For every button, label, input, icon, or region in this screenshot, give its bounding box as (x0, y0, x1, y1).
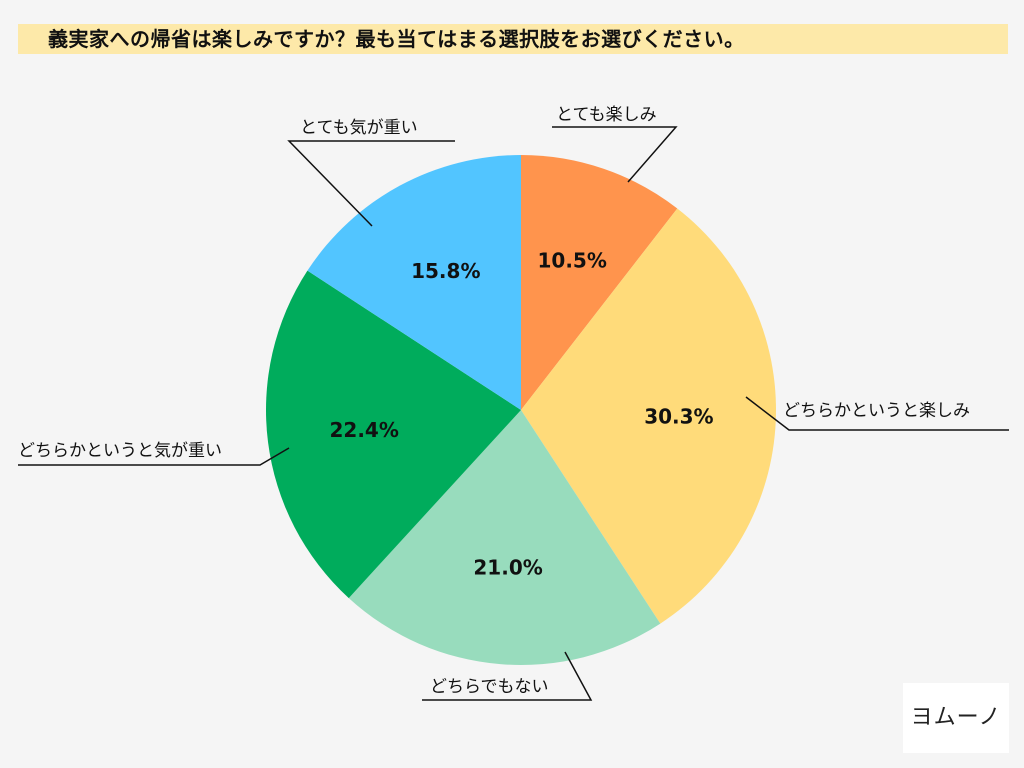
leader-line-dochiraka-tanoshimi (745, 396, 1009, 431)
leader-line-totemo-tanoshimi (552, 126, 678, 183)
pie-slice-totemo-omoi (307, 155, 521, 410)
title-highlight-bar (18, 24, 1008, 54)
leader-line-dochiraka-omoi (18, 447, 290, 466)
leader-line-dochira-demo-nai (422, 651, 593, 701)
brand-logo: ヨムーノ (903, 683, 1009, 753)
pie-slices (265, 155, 776, 666)
value-label-dochiraka-tanoshimi: 30.3% (644, 405, 713, 429)
value-label-dochira-demo-nai: 21.0% (473, 556, 542, 580)
category-label-dochiraka-omoi: どちらかというと気が重い (18, 441, 222, 461)
leader-line-totemo-omoi (287, 140, 455, 227)
pie-slice-dochiraka-tanoshimi (521, 208, 776, 624)
pie-slice-dochira-demo-nai (348, 410, 661, 666)
value-label-totemo-tanoshimi: 10.5% (538, 249, 607, 273)
pie-slice-totemo-tanoshimi (521, 155, 678, 410)
chart-title: 義実家への帰省は楽しみですか？最も当てはまる選択肢をお選びください。 (48, 27, 745, 51)
value-label-totemo-omoi: 15.8% (411, 259, 480, 283)
category-label-totemo-omoi: とても気が重い (300, 118, 418, 138)
brand-logo-text: ヨムーノ (910, 705, 1002, 730)
pie-slice-dochiraka-omoi (265, 270, 521, 599)
category-label-dochiraka-tanoshimi: どちらかというと楽しみ (783, 401, 970, 421)
leader-lines (18, 126, 1009, 701)
category-label-totemo-tanoshimi: とても楽しみ (556, 105, 657, 125)
value-label-dochiraka-omoi: 22.4% (330, 418, 399, 442)
category-label-dochira-demo-nai: どちらでもない (430, 677, 549, 697)
